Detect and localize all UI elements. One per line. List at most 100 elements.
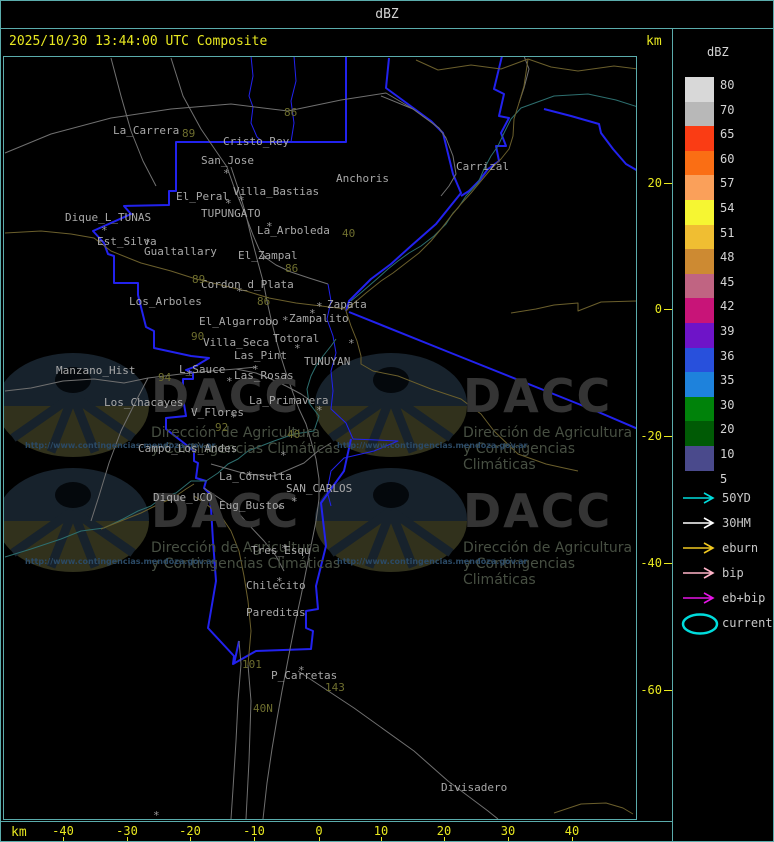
y-axis-tick (664, 563, 672, 564)
map-place-label: El_Peral (176, 190, 229, 203)
map-line (248, 57, 264, 143)
map-place-label: TUNUYAN (304, 355, 351, 368)
x-axis-tick-label: 20 (436, 824, 452, 838)
scale-value-label: 20 (720, 422, 735, 437)
scale-swatch (685, 224, 714, 250)
timestamp-label: 2025/10/30 13:44:00 UTC Composite (9, 34, 268, 49)
y-axis-tick (664, 309, 672, 310)
town-marker-icon: * (260, 253, 267, 266)
map-place-label: Los_Chacayes (104, 396, 184, 409)
map-place-label: Zampalito (289, 312, 349, 325)
scale-swatch (685, 372, 714, 397)
map-line (210, 442, 332, 477)
map-place-label: SAN_CARLOS (286, 482, 353, 495)
map-line (4, 92, 457, 197)
map-place-label: El_Algarrobo (199, 315, 279, 328)
town-marker-icon: * (153, 809, 160, 819)
x-axis-tick (127, 837, 128, 841)
map-route-number: 143 (325, 681, 345, 694)
x-axis-tick (508, 837, 509, 841)
scale-value-label: 48 (720, 250, 735, 265)
town-marker-icon: * (309, 307, 316, 320)
map-place-label: Chilecito (246, 579, 306, 592)
x-axis-tick-label: -30 (116, 824, 138, 838)
watermark-line1: Dirección de Agricultura (151, 540, 321, 556)
scale-swatch (685, 249, 714, 274)
x-axis-tick-label: -20 (179, 824, 201, 838)
scale-swatch (685, 396, 714, 422)
town-marker-icon: * (252, 363, 259, 376)
map-place-label: Pareditas (246, 606, 306, 619)
y-axis-tick-label: 0 (654, 302, 662, 316)
watermark-brand: DACC (151, 369, 301, 423)
watermark-line2: y Contingencias Climáticas (463, 556, 576, 588)
town-marker-icon: * (276, 502, 283, 515)
scale-value-label: 54 (720, 201, 735, 215)
map-route-number: 86 (285, 262, 299, 275)
map-line (326, 283, 354, 440)
scale-swatch (685, 77, 714, 102)
scale-value-label: 39 (720, 324, 735, 338)
scale-swatch (685, 323, 714, 348)
town-marker-icon: * (266, 220, 273, 233)
town-marker-icon: * (281, 542, 288, 555)
x-axis-tick-label: 30 (500, 824, 516, 838)
x-axis-tick-label: -40 (52, 824, 74, 838)
map-place-label: Tres_Esqu (251, 544, 311, 557)
town-marker-icon: * (276, 575, 283, 588)
y-axis-unit-label: km (646, 34, 662, 49)
legend-item (681, 487, 719, 509)
town-marker-icon: * (223, 167, 230, 180)
x-axis-tick (444, 837, 445, 841)
legend-item (681, 587, 719, 609)
map-route-number: 86 (284, 106, 298, 119)
map-place-label: Las_Rosas (234, 369, 294, 382)
map-line (380, 95, 447, 139)
map-place-label: Carrizal (456, 160, 509, 173)
map-line (345, 58, 579, 472)
map-place-label: TUPUNGATO (201, 207, 261, 220)
map-place-label: L_Sauce (179, 363, 226, 376)
map-line (326, 438, 399, 507)
radar-map[interactable]: DACC Dirección de Agricultura y Contingenc… (4, 57, 636, 819)
map-place-label: Campo_Los_Andes (138, 442, 238, 455)
scale-swatch (685, 298, 714, 323)
map-place-label: Villa_Bastias (233, 185, 320, 198)
map-place-label: Villa_Seca (203, 336, 270, 349)
x-axis-tick (190, 837, 191, 841)
map-line (90, 377, 149, 522)
scale-value-label: 30 (720, 397, 735, 412)
map-line (527, 58, 636, 72)
map-place-label: Zapata (327, 298, 367, 311)
watermark-text: DACC Dirección de Agricultura y Contingenc… (463, 373, 636, 473)
map-place-label: Los_Arboles (129, 295, 202, 308)
x-axis-tick-label: 40 (564, 824, 580, 838)
map-route-number: 40N (253, 702, 273, 715)
map-place-label: El_Zampal (238, 249, 298, 262)
scale-value-label: 60 (720, 151, 735, 166)
watermark-line2: y Contingencias Climáticas (151, 441, 341, 457)
map-line (510, 300, 636, 314)
town-marker-icon: * (298, 664, 305, 677)
watermark-brand: DACC (463, 369, 613, 423)
town-marker-icon: * (348, 337, 355, 350)
x-axis-unit-label: km (11, 825, 27, 840)
map-route-number: 89 (182, 127, 196, 140)
scale-value-label: 5 (720, 471, 728, 486)
map-line (4, 230, 347, 310)
x-axis-tick (254, 837, 255, 841)
town-marker-icon: * (225, 197, 232, 210)
legend-label: 30HM (722, 516, 751, 530)
scale-swatch (685, 175, 714, 200)
map-route-number: 40 (287, 428, 301, 441)
map-place-label: La_Primavera (249, 394, 329, 407)
map-place-label: Est_Silva (97, 235, 157, 248)
legend-item (681, 512, 719, 534)
scale-value-label: 51 (720, 225, 735, 240)
legend-arrow-icon (683, 592, 715, 604)
map-place-label: V_Flores (191, 406, 244, 419)
y-axis-tick-label: -20 (640, 429, 662, 443)
legend-arrow-icon (683, 567, 715, 579)
map-line (345, 57, 462, 312)
